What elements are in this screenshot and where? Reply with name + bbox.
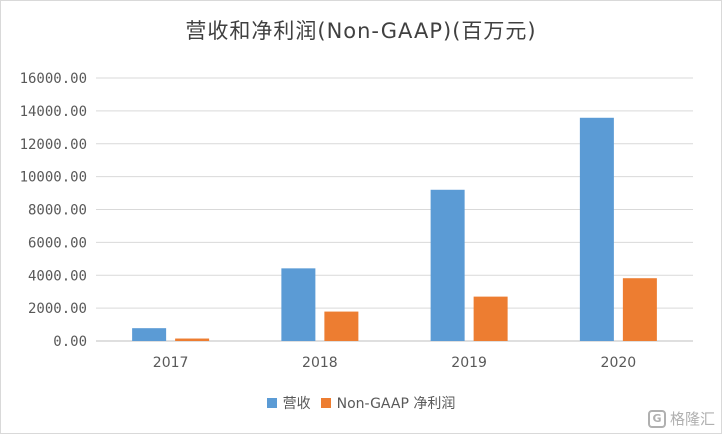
y-tick-label: 12000.00 — [20, 137, 87, 153]
bar-revenue-2019 — [430, 189, 465, 341]
legend-item-net-profit: Non-GAAP 净利润 — [320, 393, 456, 413]
y-tick-label: 4000.00 — [28, 268, 87, 284]
chart-title: 营收和净利润(Non-GAAP)(百万元) — [185, 19, 537, 43]
y-tick-label: 0.00 — [53, 334, 87, 350]
bars — [132, 117, 657, 341]
legend-label-revenue: 营收 — [282, 396, 311, 412]
watermark: G 格隆汇 — [647, 408, 715, 429]
y-tick-label: 2000.00 — [28, 301, 87, 317]
y-axis-ticks: 0.00 2000.00 4000.00 6000.00 8000.00 10000.00… — [20, 71, 87, 350]
y-tick-label: 14000.00 — [20, 104, 87, 120]
bar-net-profit-2019 — [473, 296, 508, 341]
y-tick-label: 8000.00 — [28, 203, 87, 219]
legend-item-revenue: 营收 — [266, 393, 311, 413]
gelonghui-logo-icon: G — [647, 409, 666, 428]
bar-net-profit-2020 — [622, 278, 657, 341]
bar-net-profit-2017 — [175, 338, 210, 341]
y-tick-label: 10000.00 — [20, 170, 87, 186]
x-axis-ticks: 2017 2018 2019 2020 — [153, 355, 636, 371]
legend-swatch-revenue — [266, 398, 277, 408]
legend-label-net-profit: Non-GAAP 净利润 — [336, 396, 456, 412]
bar-revenue-2020 — [579, 117, 614, 341]
bar-net-profit-2018 — [324, 311, 359, 341]
x-tick-label: 2018 — [302, 355, 338, 371]
legend-swatch-net-profit — [320, 398, 331, 408]
x-tick-label: 2020 — [601, 355, 637, 371]
y-tick-label: 16000.00 — [20, 71, 87, 87]
bar-revenue-2017 — [132, 328, 167, 341]
x-tick-label: 2017 — [153, 355, 189, 371]
y-tick-label: 6000.00 — [28, 235, 87, 251]
bar-revenue-2018 — [281, 268, 316, 341]
legend: 营收 Non-GAAP 净利润 — [1, 393, 721, 413]
x-tick-label: 2019 — [451, 355, 487, 371]
watermark-text: 格隆汇 — [669, 410, 715, 428]
